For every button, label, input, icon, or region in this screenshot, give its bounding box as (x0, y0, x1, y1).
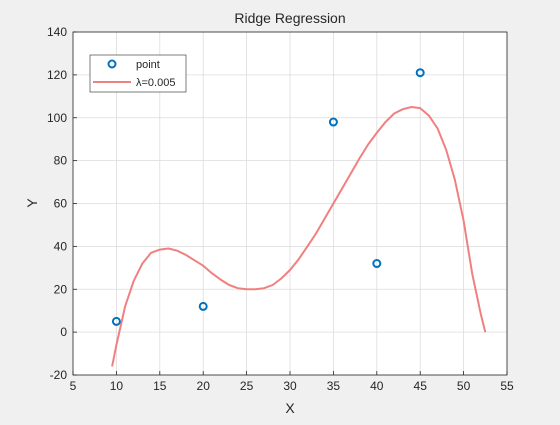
x-tick-label: 30 (283, 379, 297, 393)
y-tick-label: 120 (47, 68, 67, 82)
y-axis-ticks: -20 0 20 40 60 80 100 120 140 (47, 25, 77, 382)
y-tick-label: 80 (54, 154, 68, 168)
legend-label-point: point (136, 59, 160, 71)
x-tick-label: 45 (414, 379, 428, 393)
data-point (372, 259, 382, 269)
x-tick-label: 35 (327, 379, 341, 393)
y-tick-label: 100 (47, 111, 67, 125)
x-tick-label: 50 (457, 379, 471, 393)
fit-curve (111, 106, 487, 367)
y-tick-label: 40 (54, 239, 68, 253)
x-tick-label: 55 (500, 379, 514, 393)
x-tick-label: 5 (70, 379, 77, 393)
data-point (111, 316, 121, 326)
x-tick-label: 20 (197, 379, 211, 393)
x-axis-ticks: 5 10 15 20 25 30 35 40 45 50 55 (70, 371, 514, 393)
data-points (111, 68, 425, 326)
y-tick-label: 140 (47, 25, 67, 39)
y-tick-label: 0 (60, 325, 67, 339)
x-axis-label: X (285, 400, 295, 416)
x-tick-label: 15 (153, 379, 167, 393)
y-tick-label: 20 (54, 282, 68, 296)
legend-marker-point (107, 59, 117, 69)
x-tick-label: 40 (370, 379, 384, 393)
data-point (328, 117, 338, 127)
legend-box (89, 54, 187, 93)
y-tick-label: -20 (50, 368, 68, 382)
y-axis-label: Y (24, 198, 40, 208)
legend: point λ=0.005 (89, 54, 187, 93)
x-tick-label: 25 (240, 379, 254, 393)
chart-title: Ridge Regression (234, 10, 345, 26)
y-tick-label: 60 (54, 197, 68, 211)
data-point (415, 68, 425, 78)
legend-label-fit: λ=0.005 (136, 77, 175, 89)
data-point (198, 301, 208, 311)
series-line-fit (111, 106, 487, 367)
x-tick-label: 10 (110, 379, 124, 393)
